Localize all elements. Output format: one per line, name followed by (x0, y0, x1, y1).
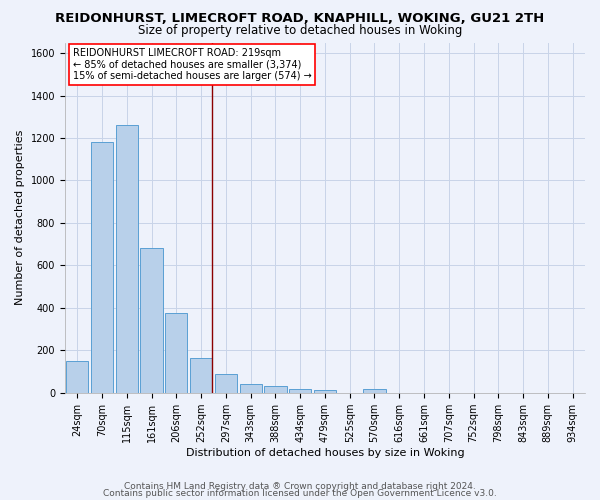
Bar (66, 361, 88, 392)
Bar (165, 313, 187, 392)
Y-axis label: Number of detached properties: Number of detached properties (15, 130, 25, 306)
Bar (264, 386, 287, 392)
Text: Size of property relative to detached houses in Woking: Size of property relative to detached ho… (138, 24, 462, 37)
Bar (91, 142, 113, 392)
X-axis label: Distribution of detached houses by size in Woking: Distribution of detached houses by size … (185, 448, 464, 458)
Text: REIDONHURST, LIMECROFT ROAD, KNAPHILL, WOKING, GU21 2TH: REIDONHURST, LIMECROFT ROAD, KNAPHILL, W… (55, 12, 545, 26)
Bar (215, 374, 237, 392)
Bar (239, 384, 262, 392)
Bar (314, 390, 336, 392)
Text: Contains public sector information licensed under the Open Government Licence v3: Contains public sector information licen… (103, 490, 497, 498)
Bar (140, 248, 163, 392)
Bar (364, 389, 386, 392)
Bar (190, 358, 212, 392)
Bar (289, 389, 311, 392)
Bar (116, 126, 138, 392)
Text: REIDONHURST LIMECROFT ROAD: 219sqm
← 85% of detached houses are smaller (3,374)
: REIDONHURST LIMECROFT ROAD: 219sqm ← 85%… (73, 48, 311, 81)
Text: Contains HM Land Registry data ® Crown copyright and database right 2024.: Contains HM Land Registry data ® Crown c… (124, 482, 476, 491)
